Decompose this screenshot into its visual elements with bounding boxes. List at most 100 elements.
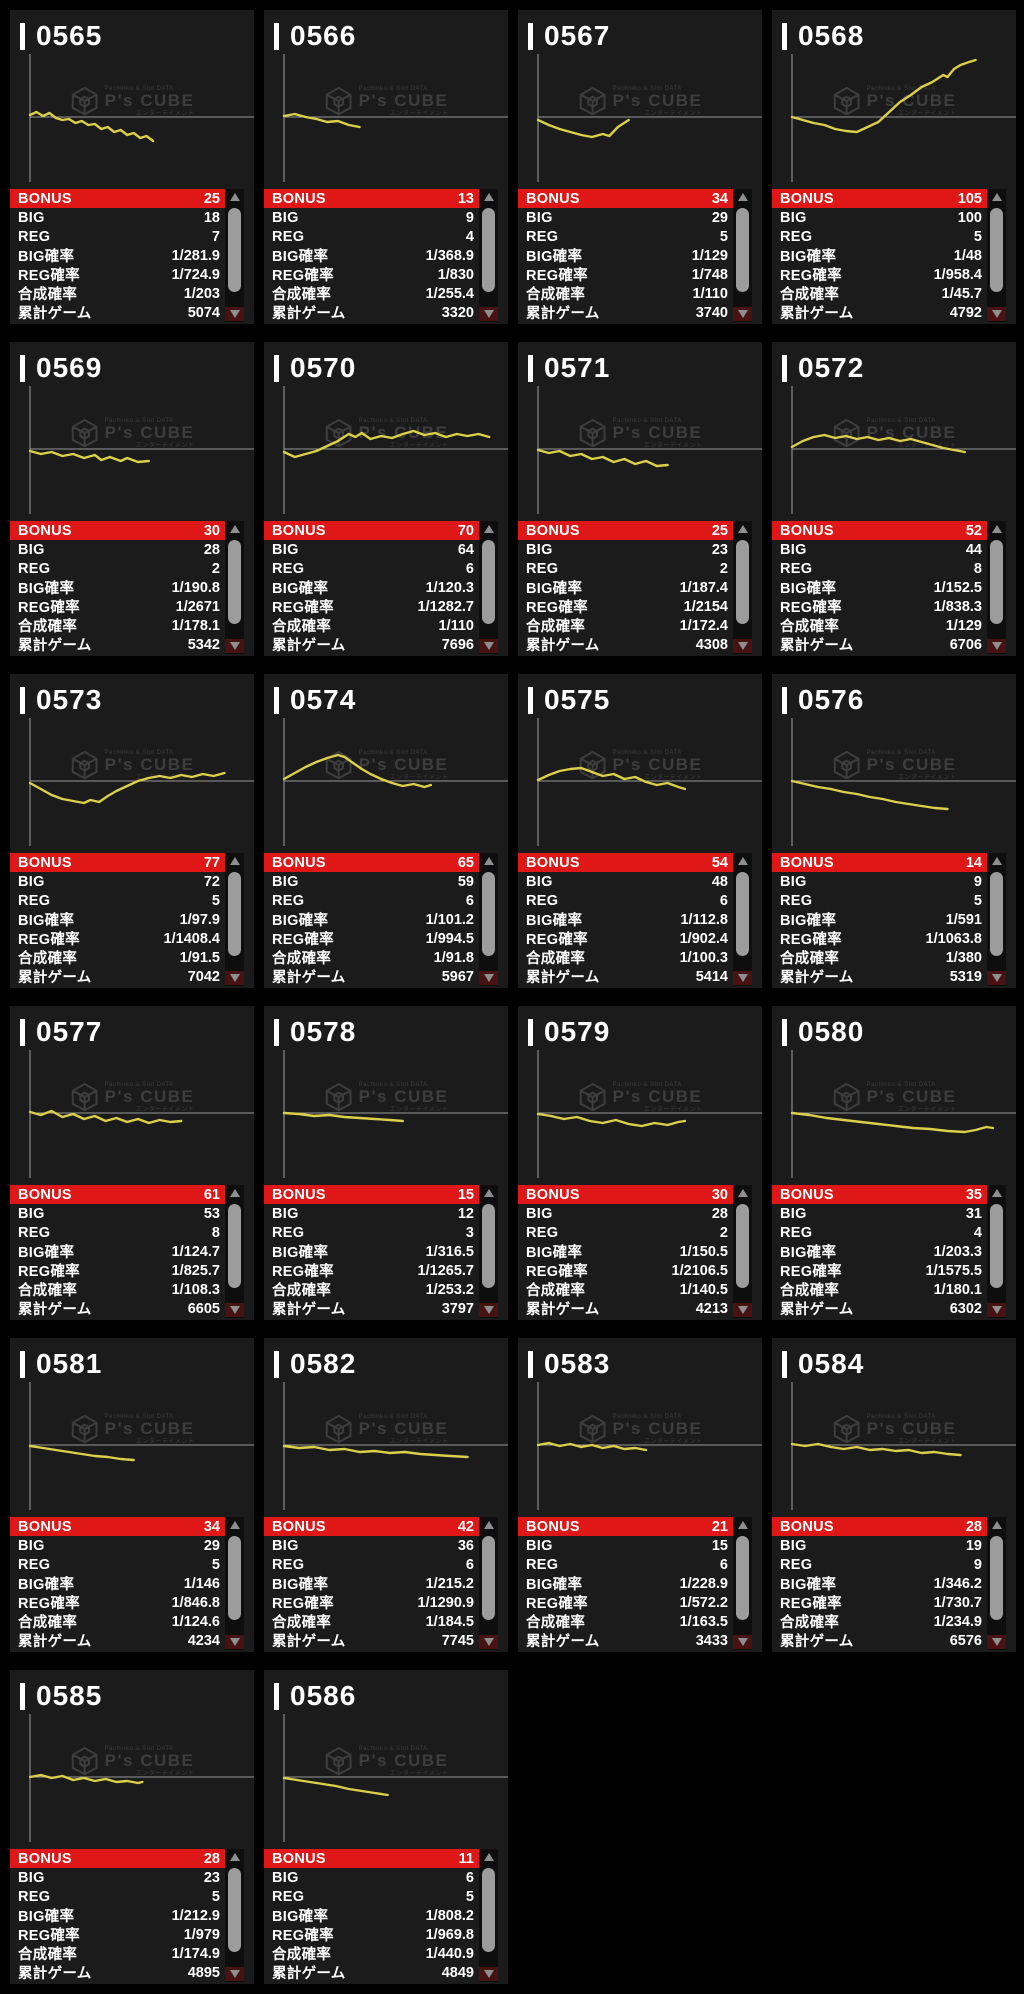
machine-card[interactable]: 0576 Pachinko & Slot DATA P's CUBE エンターテ… bbox=[772, 674, 1016, 988]
scrollbar-thumb[interactable] bbox=[482, 1868, 495, 1952]
scroll-up-button[interactable] bbox=[225, 1186, 244, 1200]
scroll-down-button[interactable] bbox=[225, 639, 244, 653]
scrollbar-thumb[interactable] bbox=[736, 208, 749, 292]
stats-scrollbar[interactable] bbox=[479, 1517, 498, 1650]
scrollbar-thumb[interactable] bbox=[228, 872, 241, 956]
machine-card[interactable]: 0566 Pachinko & Slot DATA P's CUBE エンターテ… bbox=[264, 10, 508, 324]
scrollbar-thumb[interactable] bbox=[736, 872, 749, 956]
scroll-down-button[interactable] bbox=[733, 639, 752, 653]
machine-card[interactable]: 0583 Pachinko & Slot DATA P's CUBE エンターテ… bbox=[518, 1338, 762, 1652]
scroll-down-button[interactable] bbox=[479, 639, 498, 653]
scrollbar-thumb[interactable] bbox=[482, 540, 495, 624]
scroll-up-button[interactable] bbox=[733, 854, 752, 868]
scroll-down-button[interactable] bbox=[479, 971, 498, 985]
scroll-down-button[interactable] bbox=[225, 1303, 244, 1317]
scrollbar-thumb[interactable] bbox=[228, 540, 241, 624]
scrollbar-thumb[interactable] bbox=[482, 1536, 495, 1620]
stats-scrollbar[interactable] bbox=[479, 1849, 498, 1982]
scroll-down-button[interactable] bbox=[987, 639, 1006, 653]
scrollbar-thumb[interactable] bbox=[482, 1204, 495, 1288]
scroll-down-button[interactable] bbox=[225, 1635, 244, 1649]
scroll-up-button[interactable] bbox=[987, 522, 1006, 536]
stats-scrollbar[interactable] bbox=[987, 189, 1006, 322]
scrollbar-thumb[interactable] bbox=[990, 1536, 1003, 1620]
stats-scrollbar[interactable] bbox=[987, 521, 1006, 654]
stats-scrollbar[interactable] bbox=[987, 853, 1006, 986]
scrollbar-thumb[interactable] bbox=[736, 1204, 749, 1288]
stats-scrollbar[interactable] bbox=[225, 853, 244, 986]
scroll-up-button[interactable] bbox=[987, 1518, 1006, 1532]
scroll-down-button[interactable] bbox=[479, 1635, 498, 1649]
stats-scrollbar[interactable] bbox=[733, 1517, 752, 1650]
scroll-down-button[interactable] bbox=[733, 1303, 752, 1317]
stats-scrollbar[interactable] bbox=[479, 521, 498, 654]
scroll-down-button[interactable] bbox=[733, 307, 752, 321]
machine-card[interactable]: 0568 Pachinko & Slot DATA P's CUBE エンターテ… bbox=[772, 10, 1016, 324]
scrollbar-thumb[interactable] bbox=[736, 1536, 749, 1620]
machine-card[interactable]: 0573 Pachinko & Slot DATA P's CUBE エンターテ… bbox=[10, 674, 254, 988]
scroll-down-button[interactable] bbox=[479, 1967, 498, 1981]
scrollbar-thumb[interactable] bbox=[990, 540, 1003, 624]
stats-scrollbar[interactable] bbox=[733, 189, 752, 322]
scrollbar-thumb[interactable] bbox=[990, 872, 1003, 956]
scroll-up-button[interactable] bbox=[987, 854, 1006, 868]
scrollbar-thumb[interactable] bbox=[228, 1868, 241, 1952]
scroll-down-button[interactable] bbox=[225, 971, 244, 985]
machine-card[interactable]: 0569 Pachinko & Slot DATA P's CUBE エンターテ… bbox=[10, 342, 254, 656]
scroll-up-button[interactable] bbox=[479, 190, 498, 204]
scroll-up-button[interactable] bbox=[479, 1186, 498, 1200]
scroll-down-button[interactable] bbox=[479, 1303, 498, 1317]
scroll-down-button[interactable] bbox=[225, 307, 244, 321]
stats-scrollbar[interactable] bbox=[987, 1517, 1006, 1650]
scroll-up-button[interactable] bbox=[479, 1850, 498, 1864]
scroll-up-button[interactable] bbox=[987, 1186, 1006, 1200]
stats-scrollbar[interactable] bbox=[225, 1849, 244, 1982]
scroll-down-button[interactable] bbox=[479, 307, 498, 321]
scrollbar-thumb[interactable] bbox=[990, 208, 1003, 292]
machine-card[interactable]: 0580 Pachinko & Slot DATA P's CUBE エンターテ… bbox=[772, 1006, 1016, 1320]
scroll-up-button[interactable] bbox=[479, 522, 498, 536]
scroll-down-button[interactable] bbox=[733, 971, 752, 985]
scroll-down-button[interactable] bbox=[733, 1635, 752, 1649]
scroll-up-button[interactable] bbox=[733, 522, 752, 536]
machine-card[interactable]: 0579 Pachinko & Slot DATA P's CUBE エンターテ… bbox=[518, 1006, 762, 1320]
scroll-down-button[interactable] bbox=[225, 1967, 244, 1981]
scrollbar-thumb[interactable] bbox=[228, 1204, 241, 1288]
stats-scrollbar[interactable] bbox=[225, 189, 244, 322]
scroll-up-button[interactable] bbox=[733, 190, 752, 204]
machine-card[interactable]: 0585 Pachinko & Slot DATA P's CUBE エンターテ… bbox=[10, 1670, 254, 1984]
scroll-down-button[interactable] bbox=[987, 1303, 1006, 1317]
scroll-up-button[interactable] bbox=[225, 854, 244, 868]
scroll-up-button[interactable] bbox=[225, 522, 244, 536]
machine-card[interactable]: 0586 Pachinko & Slot DATA P's CUBE エンターテ… bbox=[264, 1670, 508, 1984]
machine-card[interactable]: 0584 Pachinko & Slot DATA P's CUBE エンターテ… bbox=[772, 1338, 1016, 1652]
scroll-up-button[interactable] bbox=[733, 1186, 752, 1200]
scroll-up-button[interactable] bbox=[733, 1518, 752, 1532]
scrollbar-thumb[interactable] bbox=[736, 540, 749, 624]
stats-scrollbar[interactable] bbox=[987, 1185, 1006, 1318]
machine-card[interactable]: 0582 Pachinko & Slot DATA P's CUBE エンターテ… bbox=[264, 1338, 508, 1652]
stats-scrollbar[interactable] bbox=[225, 1517, 244, 1650]
scroll-up-button[interactable] bbox=[225, 1850, 244, 1864]
scrollbar-thumb[interactable] bbox=[482, 872, 495, 956]
machine-card[interactable]: 0577 Pachinko & Slot DATA P's CUBE エンターテ… bbox=[10, 1006, 254, 1320]
scrollbar-thumb[interactable] bbox=[228, 208, 241, 292]
stats-scrollbar[interactable] bbox=[479, 189, 498, 322]
scrollbar-thumb[interactable] bbox=[482, 208, 495, 292]
scroll-down-button[interactable] bbox=[987, 1635, 1006, 1649]
scroll-up-button[interactable] bbox=[225, 1518, 244, 1532]
stats-scrollbar[interactable] bbox=[479, 1185, 498, 1318]
scroll-down-button[interactable] bbox=[987, 971, 1006, 985]
stats-scrollbar[interactable] bbox=[733, 853, 752, 986]
stats-scrollbar[interactable] bbox=[225, 521, 244, 654]
scrollbar-thumb[interactable] bbox=[990, 1204, 1003, 1288]
stats-scrollbar[interactable] bbox=[733, 521, 752, 654]
machine-card[interactable]: 0575 Pachinko & Slot DATA P's CUBE エンターテ… bbox=[518, 674, 762, 988]
stats-scrollbar[interactable] bbox=[733, 1185, 752, 1318]
machine-card[interactable]: 0567 Pachinko & Slot DATA P's CUBE エンターテ… bbox=[518, 10, 762, 324]
machine-card[interactable]: 0570 Pachinko & Slot DATA P's CUBE エンターテ… bbox=[264, 342, 508, 656]
scroll-up-button[interactable] bbox=[479, 1518, 498, 1532]
machine-card[interactable]: 0572 Pachinko & Slot DATA P's CUBE エンターテ… bbox=[772, 342, 1016, 656]
machine-card[interactable]: 0578 Pachinko & Slot DATA P's CUBE エンターテ… bbox=[264, 1006, 508, 1320]
scrollbar-thumb[interactable] bbox=[228, 1536, 241, 1620]
